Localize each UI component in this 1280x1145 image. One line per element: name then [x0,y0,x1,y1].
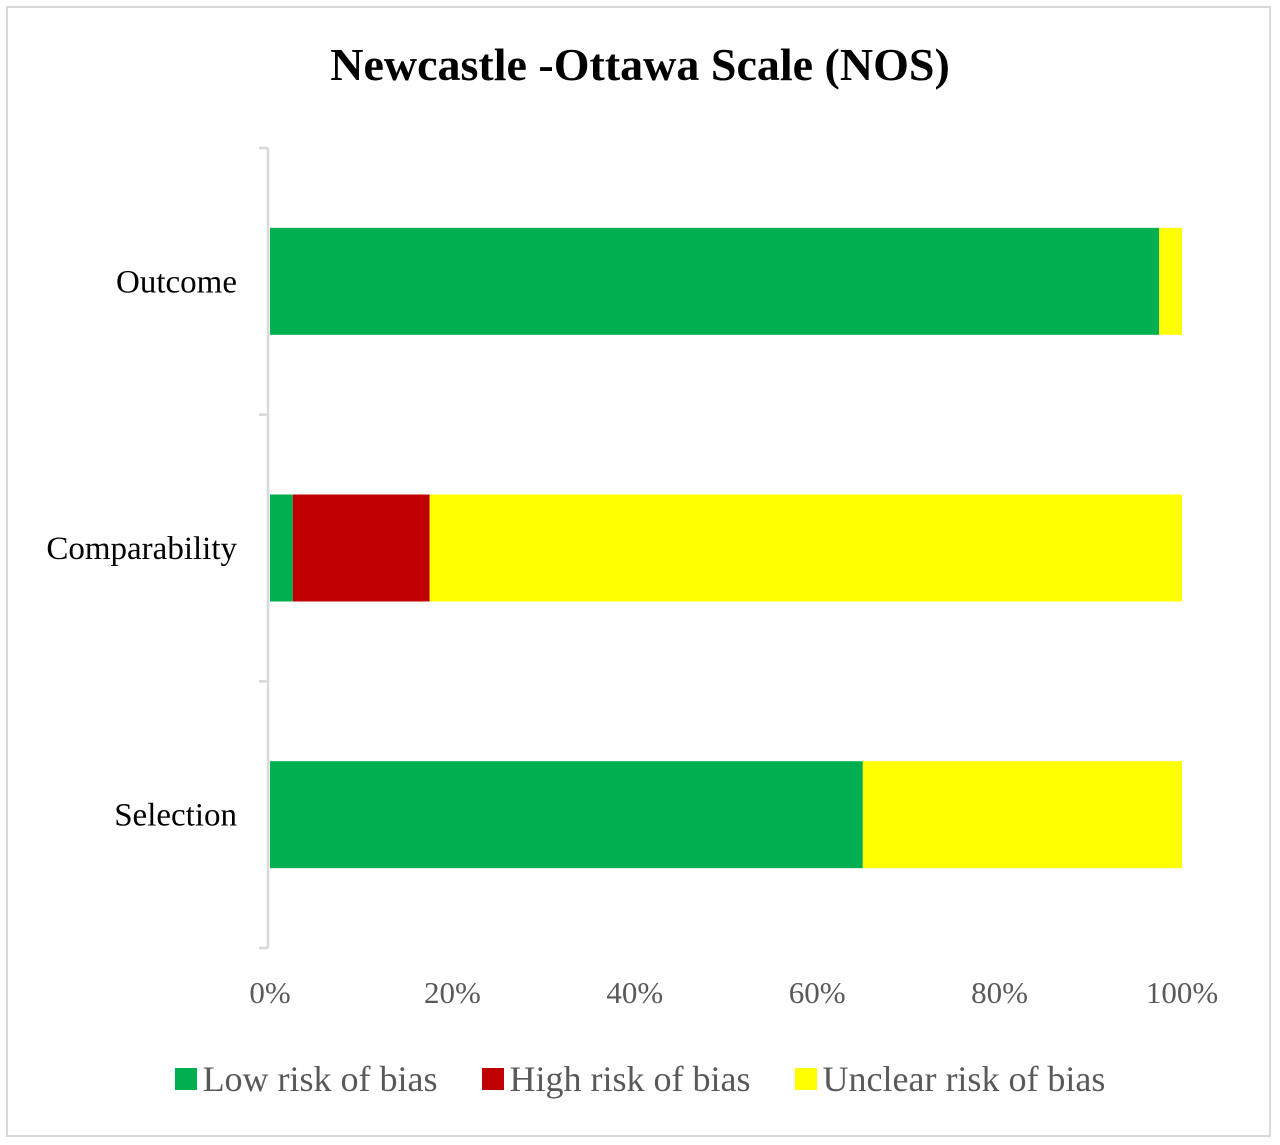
legend-item: Unclear risk of bias [794,1058,1106,1100]
x-tick-label: 20% [424,975,481,1010]
labels-layer: Outcome Comparability Selection 0% 20% 40% 60%… [46,264,1218,1010]
category-label: Outcome [116,264,237,300]
bar-outcome-unclear-risk-of-bias [1159,227,1182,335]
x-tick-label: 60% [789,975,846,1010]
legend-item: High risk of bias [481,1058,751,1100]
category-label: Comparability [46,531,237,567]
legend-item: Low risk of bias [174,1058,438,1100]
legend-swatch [794,1068,817,1090]
legend-label: High risk of bias [509,1059,751,1099]
x-tick-label: 40% [606,975,663,1010]
legend-swatch [481,1068,504,1090]
bar-selection-unclear-risk-of-bias [862,761,1182,869]
legend-label: Unclear risk of bias [822,1059,1106,1099]
legend-swatch [174,1068,197,1090]
bars-layer [270,227,1183,869]
legend-label: Low risk of bias [202,1059,438,1099]
bar-comparability-high-risk-of-bias [292,494,430,602]
category-label: Selection [114,798,237,834]
bar-comparability-low-risk-of-bias [270,494,293,602]
bar-selection-low-risk-of-bias [270,761,863,869]
chart-legend: Low risk of bias High risk of bias Unclear… [0,1058,1280,1100]
bar-outcome-low-risk-of-bias [270,227,1160,335]
x-tick-label: 80% [971,975,1028,1010]
bar-comparability-unclear-risk-of-bias [429,494,1183,602]
chart-title: Newcastle -Ottawa Scale (NOS) [330,39,950,90]
axis-layer [259,146,270,950]
x-tick-label: 100% [1146,975,1218,1010]
x-tick-label: 0% [249,975,290,1010]
chart-frame [6,6,1271,1137]
